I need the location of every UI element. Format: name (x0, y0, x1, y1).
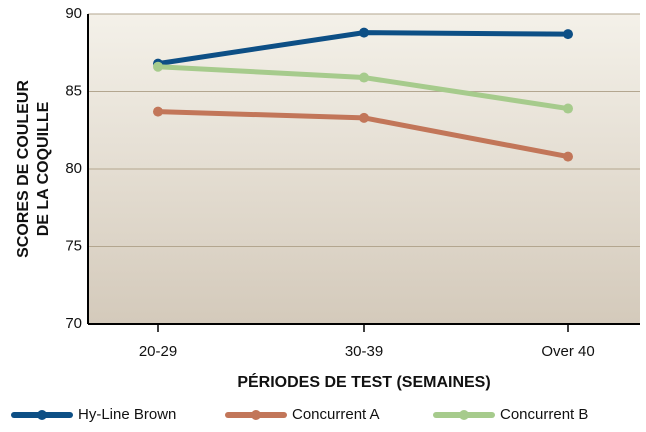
x-tick-label: Over 40 (541, 343, 594, 360)
data-point (359, 27, 369, 38)
x-tick-label: 20-29 (139, 343, 177, 360)
legend-item: Concurrent A (225, 406, 380, 423)
y-tick-label: 75 (65, 237, 82, 254)
y-axis-title-line: DE LA COQUILLE (35, 101, 52, 236)
data-point (563, 151, 573, 162)
data-point (359, 112, 369, 123)
data-point (153, 61, 163, 72)
legend-marker (251, 410, 261, 420)
legend-item: Hy-Line Brown (11, 406, 176, 423)
y-tick-label: 80 (65, 160, 82, 177)
legend-marker (459, 410, 469, 420)
data-point (563, 103, 573, 114)
y-tick-label: 85 (65, 82, 82, 99)
legend-label: Concurrent A (292, 406, 380, 423)
y-tick-label: 90 (65, 5, 82, 22)
x-tick-label: 30-39 (345, 343, 383, 360)
x-axis-title: PÉRIODES DE TEST (SEMAINES) (237, 372, 490, 391)
y-tick-label: 70 (65, 315, 82, 332)
data-point (359, 72, 369, 83)
legend-label: Concurrent B (500, 406, 588, 423)
data-point (563, 29, 573, 40)
legend-marker (37, 410, 47, 420)
legend-label: Hy-Line Brown (78, 406, 176, 423)
y-axis-title: SCORES DE COULEUR DE LA COQUILLE (15, 80, 52, 258)
legend-item: Concurrent B (433, 406, 588, 423)
data-point (153, 106, 163, 117)
y-axis-title-line: SCORES DE COULEUR (15, 80, 32, 258)
